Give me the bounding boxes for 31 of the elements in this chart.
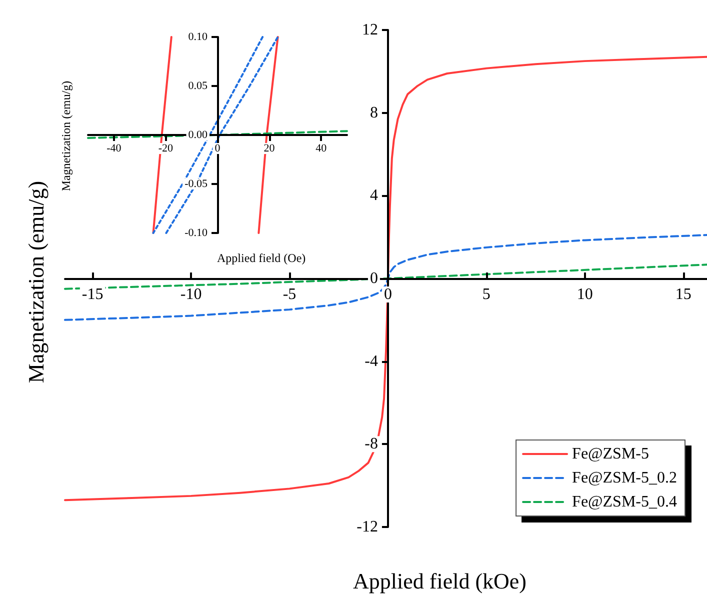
- y-tick-label: -12: [356, 518, 378, 536]
- x-tick-label: 15: [675, 286, 692, 303]
- x-tick-label: 10: [576, 286, 593, 303]
- y-axis-title: Magnetization (emu/g): [24, 180, 48, 384]
- y-tick-label: -4: [364, 352, 378, 370]
- x-axis-title: Applied field (kOe): [353, 568, 526, 594]
- x-tick-label: 0: [384, 286, 392, 303]
- x-tick-label: -10: [180, 286, 202, 303]
- x-tick-label: -5: [282, 286, 296, 303]
- y-tick-label: 0.05: [188, 80, 208, 92]
- y-tick-label: 4: [370, 187, 378, 204]
- x-tick-label: 40: [316, 142, 328, 154]
- x-tick-label: -15: [82, 286, 104, 303]
- x-axis-title: Applied field (Oe): [217, 251, 306, 265]
- legend-label: Fe@ZSM-5: [572, 446, 650, 462]
- y-tick-label: -8: [364, 436, 378, 453]
- y-tick-label: -0.10: [184, 227, 208, 239]
- y-tick-label: 0.00: [188, 129, 208, 141]
- x-tick-label: -40: [106, 142, 122, 154]
- legend-label: Fe@ZSM-5_0.2: [572, 470, 678, 486]
- legend-label: Fe@ZSM-5_0.4: [572, 494, 678, 510]
- y-tick-label: 8: [370, 104, 378, 122]
- y-tick-label: 0: [370, 270, 378, 287]
- x-tick-label: 0: [214, 142, 221, 154]
- x-tick-label: 5: [482, 286, 490, 303]
- y-tick-label: 12: [362, 22, 378, 38]
- y-tick-label: 0.10: [188, 31, 208, 43]
- x-tick-label: 20: [264, 142, 276, 154]
- y-axis-title: Magnetization (emu/g): [59, 80, 73, 192]
- x-tick-label: -20: [158, 142, 174, 154]
- line-series: [64, 264, 707, 290]
